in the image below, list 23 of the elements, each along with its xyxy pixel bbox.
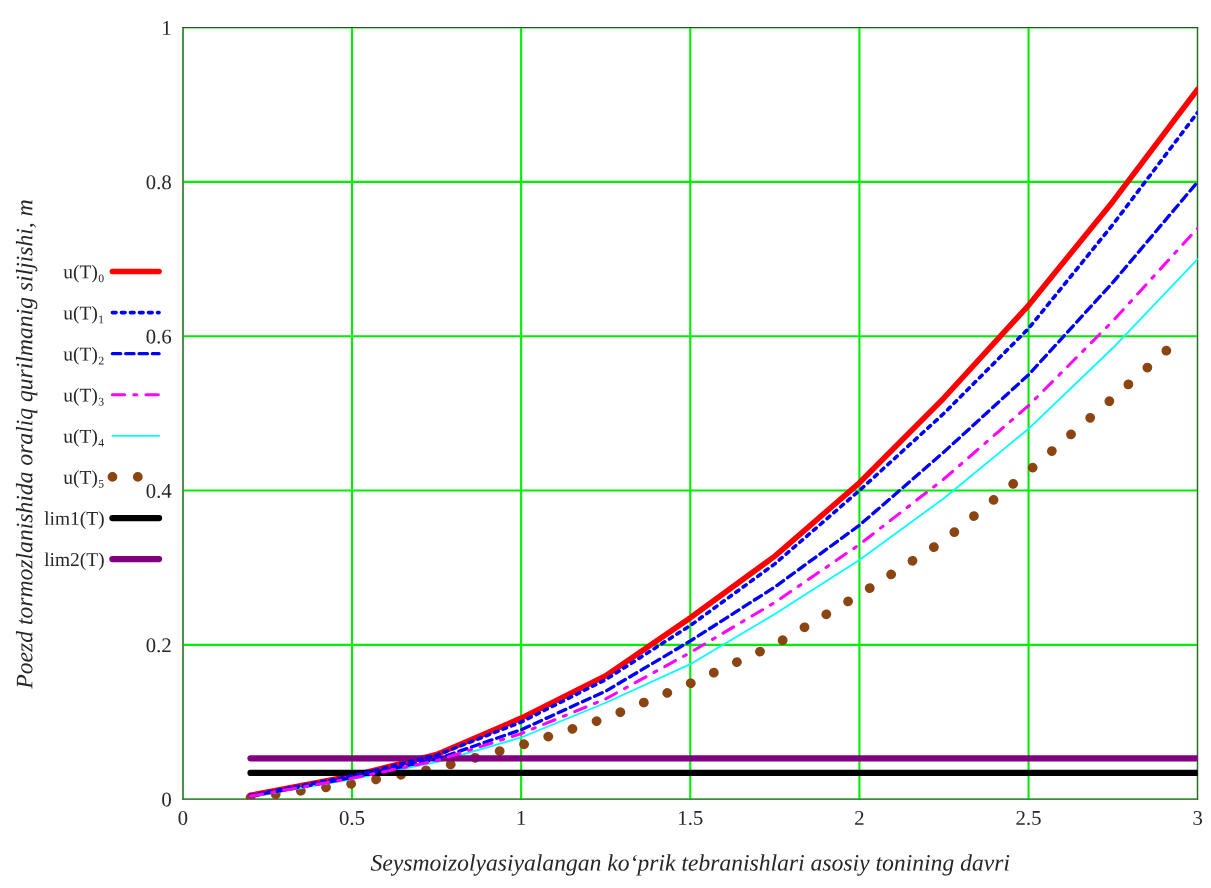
x-tick-label: 2.5 <box>1016 810 1041 826</box>
y-tick-label: 0.6 <box>146 329 172 344</box>
x-axis-title: Seysmoizolyasiyalangan ko‘prik tebranishlari asosiy tonining davri <box>370 854 1010 876</box>
legend-label: lim2(T) <box>44 552 104 571</box>
x-tick-label: 3 <box>1193 810 1203 825</box>
y-tick-label: 0.4 <box>146 483 172 499</box>
legend-label: u(T)₃ <box>63 388 104 406</box>
y-axis-title: Poezd tormozlanishida oraliq qurilmanig siljishi, m <box>15 200 38 689</box>
legend-label: u(T)₂ <box>63 346 104 365</box>
y-tick-label: 0.2 <box>146 638 171 653</box>
legend-label: lim1(T) <box>44 511 104 529</box>
y-tick-label: 1 <box>163 21 171 35</box>
legend-label: u(T)₁ <box>63 305 104 324</box>
x-tick-label: 2 <box>855 810 864 825</box>
x-tick-label: 1 <box>517 811 526 825</box>
x-tick-label: 0.5 <box>339 810 365 826</box>
legend-label: u(T)₅ <box>63 470 104 488</box>
y-tick-label: 0.8 <box>146 175 171 190</box>
legend-label: u(T)₄ <box>63 429 104 447</box>
y-tick-label: 0 <box>162 792 171 807</box>
x-tick-label: 0 <box>178 810 188 825</box>
legend-label: u(T)₀ <box>63 264 104 283</box>
x-tick-label: 1.5 <box>679 811 703 826</box>
